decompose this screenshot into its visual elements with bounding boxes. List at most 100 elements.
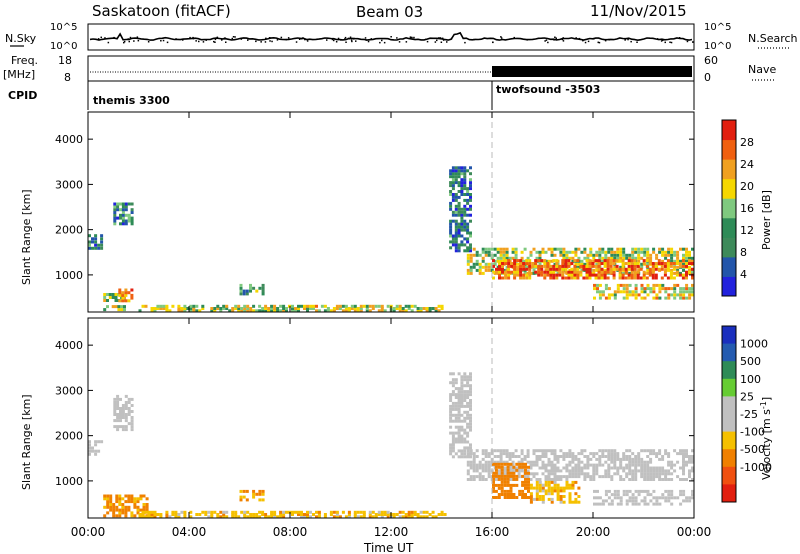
echo-cell-7 bbox=[544, 250, 548, 254]
echo-cell-6 bbox=[469, 246, 472, 250]
echo-cell-7 bbox=[518, 462, 522, 466]
echo-cell-6 bbox=[463, 181, 467, 185]
echo-cell-7 bbox=[667, 250, 671, 254]
power-xticks bbox=[87, 112, 695, 312]
noise-search-dot bbox=[390, 36, 392, 38]
echo-cell-6 bbox=[449, 246, 453, 250]
echo-cell-3 bbox=[377, 513, 381, 516]
echo-cell-6 bbox=[449, 172, 453, 176]
echo-cell-3 bbox=[419, 510, 423, 514]
echo-cell-8 bbox=[528, 270, 532, 274]
echo-cell-5 bbox=[451, 455, 455, 459]
echo-cell-4 bbox=[234, 304, 238, 308]
echo-cell-6 bbox=[484, 460, 488, 464]
echo-cell-9 bbox=[685, 296, 689, 300]
echo-cell-6 bbox=[451, 240, 455, 244]
echo-cell-2 bbox=[103, 296, 107, 299]
echo-cell-8 bbox=[558, 270, 562, 274]
echo-cell-8 bbox=[543, 262, 547, 265]
noise-search-dot bbox=[440, 41, 443, 43]
echo-cell-7 bbox=[562, 247, 566, 251]
echo-cell-4 bbox=[407, 304, 411, 308]
echo-cell-4 bbox=[410, 309, 414, 313]
echo-cell-9 bbox=[604, 287, 608, 291]
echo-cell-9 bbox=[667, 499, 671, 503]
echo-cell-6 bbox=[634, 469, 638, 473]
echo-cell-4 bbox=[273, 304, 277, 308]
echo-cell-6 bbox=[574, 457, 578, 461]
echo-cell-8 bbox=[544, 489, 548, 493]
echo-cell-8 bbox=[606, 276, 610, 280]
echo-cell-4 bbox=[386, 304, 390, 308]
echo-cell-6 bbox=[463, 193, 467, 196]
echo-cell-8 bbox=[568, 486, 572, 490]
noise-search-dot bbox=[473, 38, 475, 41]
echo-cell-3 bbox=[210, 510, 214, 514]
echo-cell-8 bbox=[540, 267, 544, 271]
echo-cell-7 bbox=[595, 262, 599, 266]
echo-cell-8 bbox=[685, 270, 688, 274]
echo-cell-4 bbox=[222, 304, 226, 308]
echo-cell-7 bbox=[691, 247, 694, 251]
echo-cell-8 bbox=[591, 273, 595, 277]
echo-cell-6 bbox=[637, 455, 641, 458]
echo-cell-3 bbox=[401, 515, 405, 519]
echo-cell-3 bbox=[353, 515, 357, 519]
echo-cell-8 bbox=[582, 267, 586, 271]
echo-cell-6 bbox=[658, 449, 662, 453]
echo-cell-9 bbox=[634, 296, 638, 300]
echo-cell-6 bbox=[466, 469, 470, 473]
noise-left-tick-bottom: 10^0 bbox=[50, 41, 77, 52]
echo-cell-7 bbox=[494, 496, 498, 499]
echo-cell-6 bbox=[601, 475, 605, 479]
echo-cell-5 bbox=[466, 434, 470, 438]
echo-cell-0 bbox=[91, 446, 94, 450]
echo-cell-9 bbox=[667, 489, 671, 493]
echo-cell-7 bbox=[478, 271, 482, 275]
noise-search-dot bbox=[442, 39, 445, 41]
echo-cell-7 bbox=[503, 489, 507, 493]
echo-cell-4 bbox=[252, 495, 256, 499]
echo-cell-5 bbox=[466, 425, 470, 429]
echo-cell-7 bbox=[622, 247, 626, 251]
echo-cell-4 bbox=[246, 307, 250, 310]
echo-cell-2 bbox=[142, 503, 146, 506]
echo-cell-3 bbox=[243, 510, 247, 514]
echo-cell-2 bbox=[127, 505, 131, 509]
noise-search-dot bbox=[344, 38, 346, 40]
echo-cell-8 bbox=[612, 276, 616, 280]
echo-cell-6 bbox=[667, 452, 671, 456]
echo-cell-7 bbox=[601, 250, 605, 254]
echo-cell-4 bbox=[156, 307, 160, 310]
echo-cell-6 bbox=[631, 475, 635, 479]
echo-cell-8 bbox=[571, 480, 575, 484]
echo-cell-4 bbox=[252, 489, 256, 493]
echo-cell-0 bbox=[88, 234, 91, 238]
echo-cell-3 bbox=[279, 513, 283, 516]
echo-cell-2 bbox=[142, 505, 146, 509]
echo-cell-3 bbox=[356, 510, 360, 514]
echo-cell-3 bbox=[222, 510, 226, 514]
echo-cell-6 bbox=[682, 452, 685, 456]
echo-cell-5 bbox=[460, 378, 464, 382]
echo-cell-7 bbox=[487, 250, 491, 254]
echo-cell-6 bbox=[466, 228, 470, 232]
echo-cell-9 bbox=[655, 502, 659, 506]
echo-cell-6 bbox=[586, 463, 590, 467]
colorbar-swatch bbox=[722, 396, 736, 415]
echo-cell-7 bbox=[515, 474, 519, 478]
echo-cell-6 bbox=[664, 472, 668, 476]
echo-cell-7 bbox=[509, 483, 513, 487]
echo-cell-2 bbox=[120, 308, 124, 312]
noise-right-label: N.Search bbox=[748, 32, 798, 45]
echo-cell-5 bbox=[457, 449, 461, 453]
echo-cell-3 bbox=[440, 510, 444, 514]
echo-cell-9 bbox=[616, 493, 620, 497]
echo-cell-8 bbox=[550, 480, 554, 484]
echo-cell-0 bbox=[100, 243, 104, 247]
echo-cell-7 bbox=[547, 259, 551, 263]
echo-cell-6 bbox=[460, 172, 464, 176]
echo-cell-7 bbox=[523, 247, 527, 251]
colorbar-swatch bbox=[722, 378, 736, 397]
